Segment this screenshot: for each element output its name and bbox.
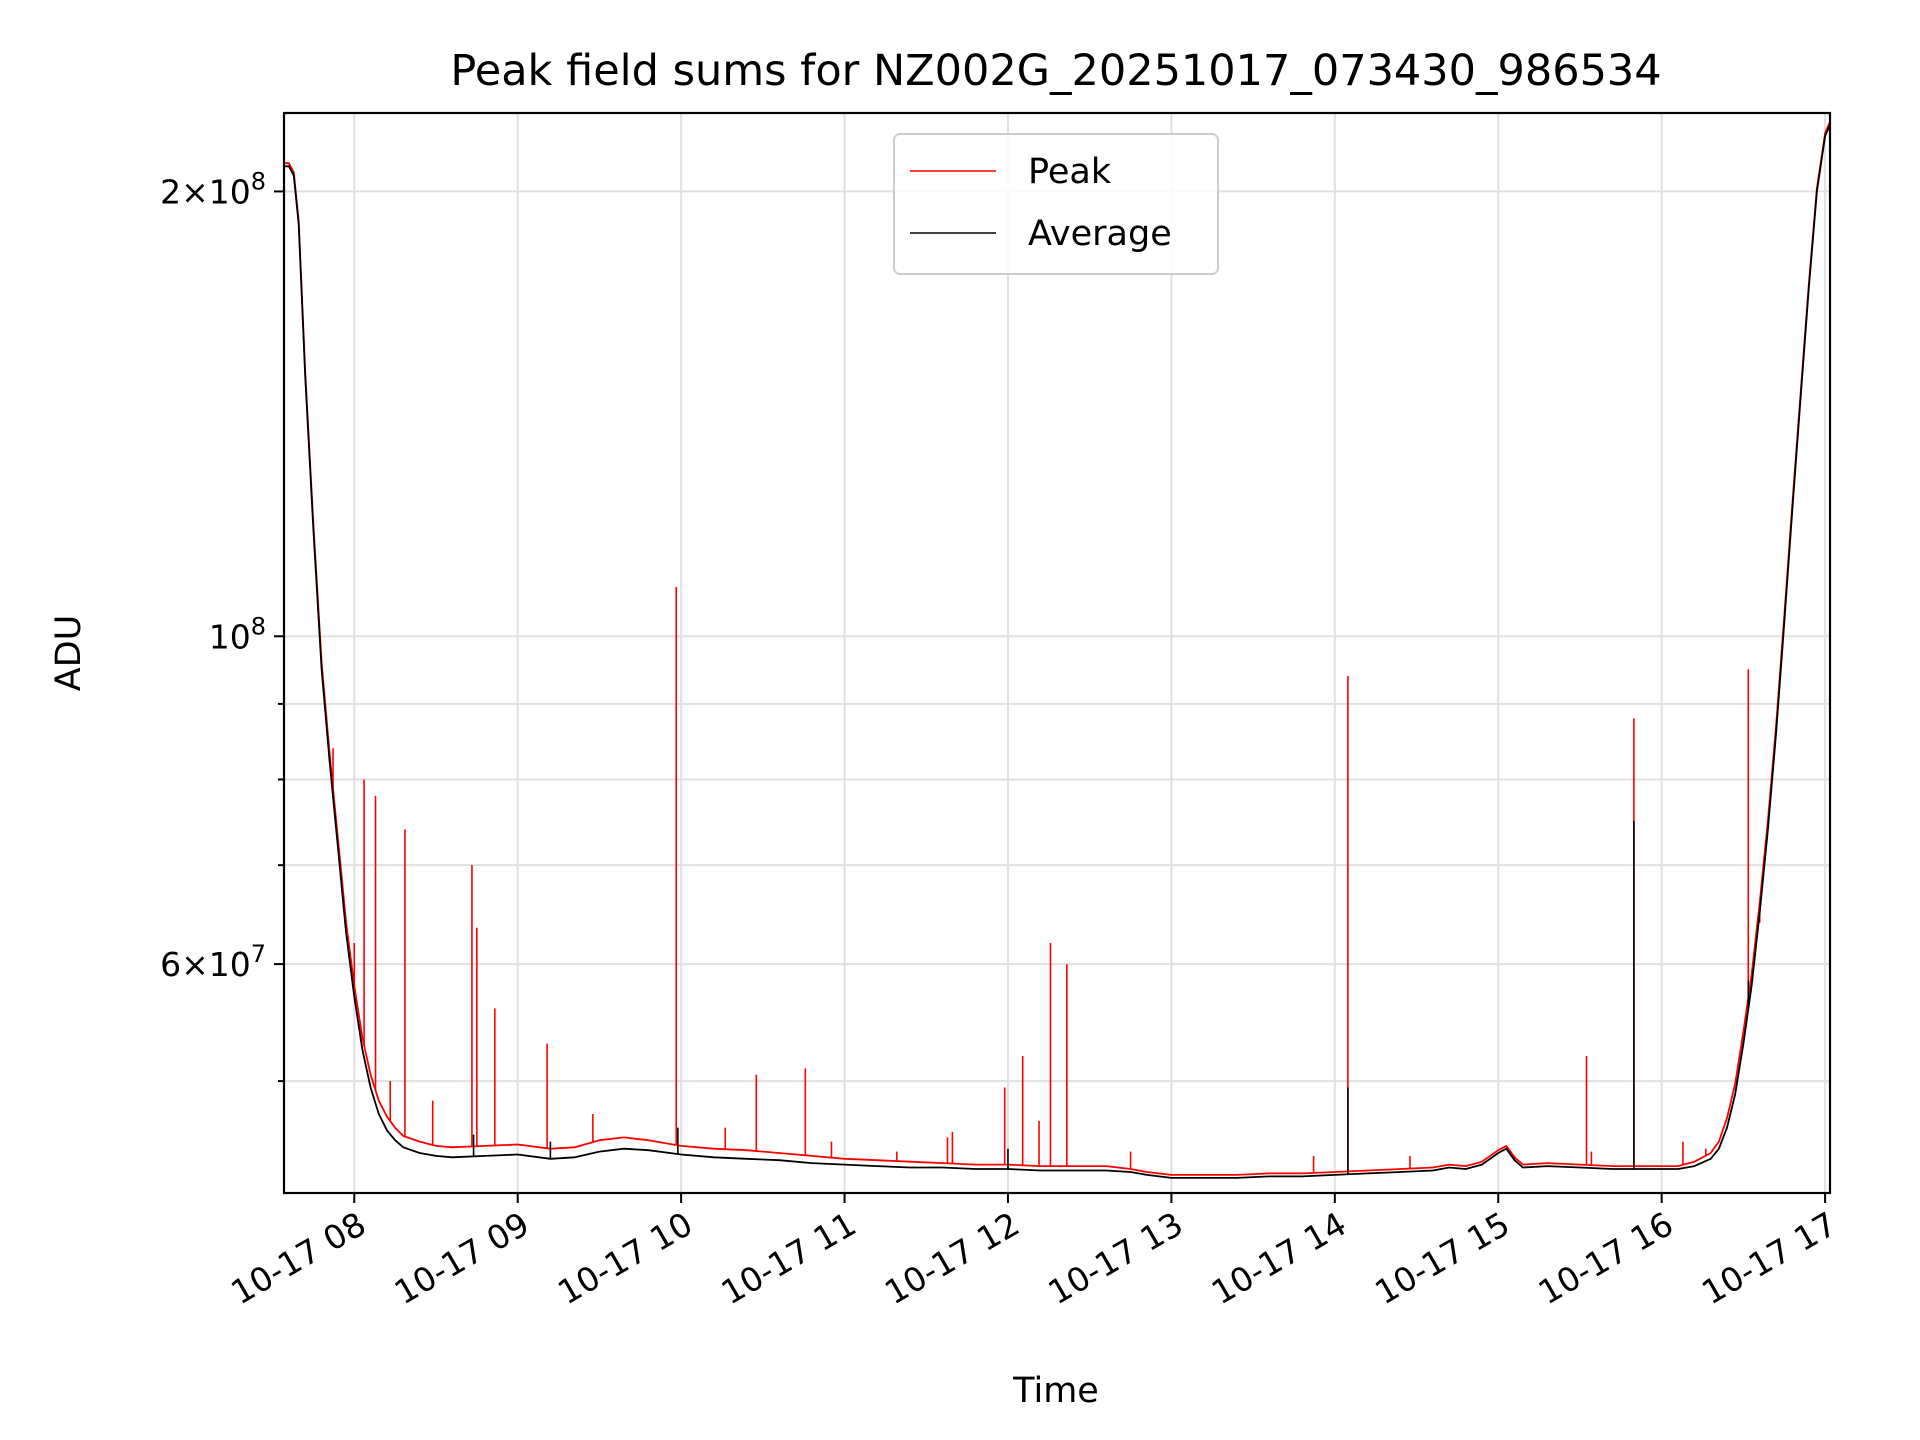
series-line-peak (284, 121, 1830, 1176)
y-tick-label: 6×107 (160, 940, 266, 984)
legend-box (893, 133, 1219, 275)
y-axis: 2×108 108 6×107 (160, 167, 284, 1083)
chart-title: Peak field sums for NZ002G_20251017_0734… (450, 46, 1661, 96)
series-line-average (284, 124, 1830, 1179)
plot-frame (282, 111, 1832, 1195)
y-tick-label: 108 (209, 612, 266, 656)
legend: Peak Average (893, 133, 1219, 275)
x-axis-label: Time (1012, 1371, 1099, 1411)
legend-label-average: Average (1028, 214, 1172, 254)
legend-label-peak: Peak (1028, 152, 1112, 192)
series-layer (284, 121, 1830, 1179)
y-tick-label: 2×108 (160, 167, 266, 211)
y-axis-label: ADU (49, 615, 89, 692)
